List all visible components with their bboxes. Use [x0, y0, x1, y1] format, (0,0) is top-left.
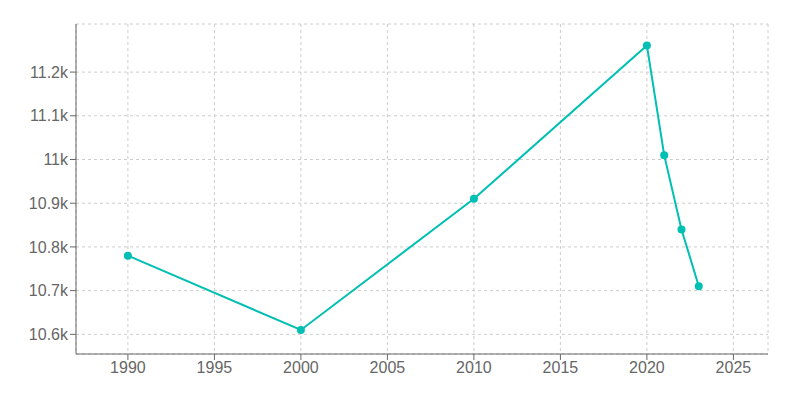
svg-text:2000: 2000 — [283, 359, 319, 376]
svg-text:2015: 2015 — [543, 359, 579, 376]
svg-text:10.8k: 10.8k — [29, 239, 69, 256]
svg-text:2020: 2020 — [629, 359, 665, 376]
svg-text:2005: 2005 — [370, 359, 406, 376]
svg-text:11k: 11k — [43, 151, 69, 168]
svg-text:10.7k: 10.7k — [29, 282, 69, 299]
svg-text:1990: 1990 — [110, 359, 146, 376]
svg-text:1995: 1995 — [197, 359, 233, 376]
svg-text:2010: 2010 — [456, 359, 492, 376]
svg-text:10.9k: 10.9k — [29, 195, 69, 212]
svg-text:11.1k: 11.1k — [30, 107, 69, 124]
svg-text:10.6k: 10.6k — [29, 326, 69, 343]
svg-text:2025: 2025 — [716, 359, 752, 376]
svg-text:11.2k: 11.2k — [30, 64, 69, 81]
